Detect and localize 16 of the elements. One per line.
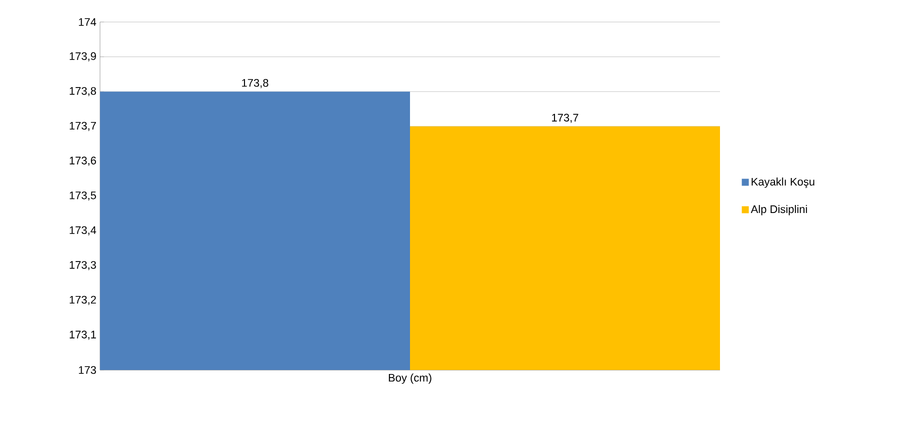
y-tick-label: 173: [78, 366, 96, 374]
y-tick-label: 173,5: [70, 191, 96, 201]
y-tick-label: 173,7: [70, 122, 96, 131]
data-label: 173,7: [552, 114, 578, 123]
legend-label: Kayaklı Koşu: [752, 178, 814, 188]
y-tick-label: 173,1: [70, 330, 96, 340]
y-tick-label: 173,2: [70, 296, 96, 305]
y-tick-label: 174: [78, 18, 96, 26]
y-tick-label: 173,8: [70, 87, 96, 96]
legend-label: Alp Disiplini: [750, 205, 807, 216]
y-tick-label: 173,9: [70, 52, 96, 62]
y-tick-label: 173,3: [70, 261, 96, 270]
y-tick-label: 173,4: [70, 226, 96, 236]
x-tick-label: Boy (cm): [388, 374, 432, 384]
data-label: 173,8: [242, 78, 268, 88]
y-tick-label: 173,6: [70, 156, 96, 166]
